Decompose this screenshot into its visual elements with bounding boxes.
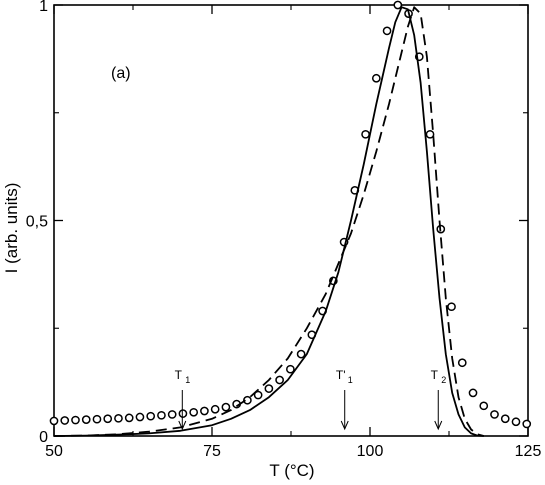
data-point [361,129,370,139]
x-tick-label: 100 [357,443,384,460]
annotation-subscript: 1 [185,375,190,385]
data-point [178,409,188,418]
temperature-annotations: T 1 T' 1 T 2 [175,368,446,431]
data-point [457,358,467,368]
data-point [253,390,263,400]
annotation-label: T [431,368,439,382]
x-tick-label: 125 [515,443,542,460]
data-point [382,26,392,36]
data-point [135,412,145,422]
data-point [114,413,123,423]
annotation-arrow-head [178,420,187,431]
data-point [511,417,521,427]
data-point [200,406,209,416]
data-point [92,414,102,424]
data-point [479,401,489,411]
annotation-arrow-head [434,420,443,431]
data-point [189,407,199,417]
series-layer [49,0,532,437]
data-point [103,414,113,424]
data-point [60,416,70,425]
y-axis-title: I (arb. units) [2,183,21,274]
data-point [393,0,403,10]
data-point [221,402,231,412]
data-point [157,410,166,420]
data-point [296,349,306,359]
annotation-label: T' [336,368,346,382]
data-point [371,73,381,83]
data-point [522,419,532,429]
data-point [500,414,510,424]
y-tick-label: 0 [39,429,48,446]
data-point [146,411,156,421]
data-point [210,404,220,414]
data-point [264,384,274,393]
annotation-arrow-head [340,420,349,431]
y-tick-label: 1 [39,0,48,15]
annotation-label: T [175,368,183,382]
panel-label: (a) [111,65,131,82]
data-point [490,410,499,419]
data-point [286,364,295,374]
data-point [71,415,80,425]
annotation-subscript: 2 [441,375,446,385]
x-tick-label: 50 [45,443,63,460]
solid-curve [53,6,484,437]
annotation-marker: T' 1 [336,368,353,431]
x-tick-label: 75 [203,443,221,460]
data-point [81,415,91,424]
x-axis-title: T (°C) [269,461,314,480]
data-point [425,129,435,139]
data-point [167,410,177,419]
data-point [468,388,478,398]
axis-ticks: 50 75 100 125 0 0,5 1 [26,0,542,460]
data-point [243,395,252,405]
y-tick-label: 0,5 [26,214,48,231]
data-point [275,375,284,385]
annotation-subscript: 1 [348,375,353,385]
data-point [49,416,59,426]
dashed-curve [53,6,485,437]
data-points [49,0,532,429]
data-point [447,302,456,312]
data-point [124,413,134,423]
